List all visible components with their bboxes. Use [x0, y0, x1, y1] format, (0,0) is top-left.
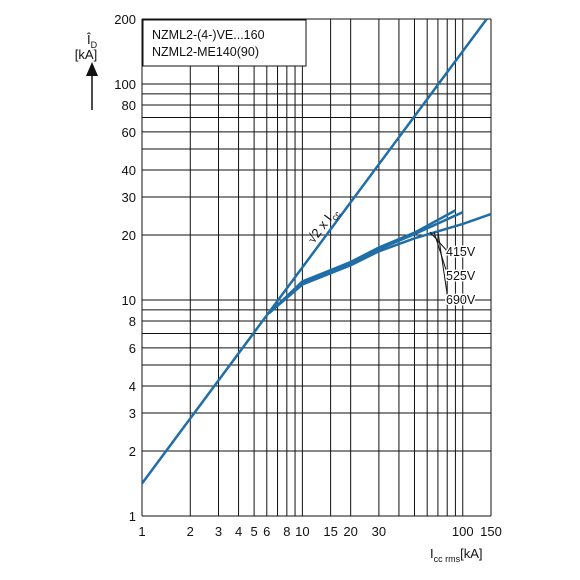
curve [268, 212, 492, 315]
y-tick-label: 4 [129, 379, 136, 394]
leader-line [437, 231, 449, 301]
y-tick-label: 3 [129, 406, 136, 421]
curve [140, 18, 488, 485]
info-text: NZML2-ME140(90) [152, 45, 259, 59]
curve-label: 690V [446, 293, 476, 307]
x-axis-label: Icc rms[kA] [430, 546, 483, 564]
y-tick-label: 20 [122, 228, 136, 243]
x-tick-label: 1 [138, 524, 145, 539]
y-tick-label: 2 [129, 444, 136, 459]
y-tick-label: 10 [122, 293, 136, 308]
x-label-sub: cc rms [434, 554, 461, 564]
x-tick-label: 150 [480, 524, 502, 539]
x-tick-label: 10 [295, 524, 309, 539]
x-tick-label: 2 [187, 524, 194, 539]
curve-label: 415V [446, 245, 476, 259]
y-tick-label: 60 [122, 125, 136, 140]
y-tick-label: 40 [122, 163, 136, 178]
x-tick-label: 3 [215, 524, 222, 539]
curve-label: √2 x Icc [304, 204, 343, 248]
info-text: NZML2-(4-)VE...160 [152, 28, 265, 42]
x-tick-label: 5 [250, 524, 257, 539]
y-tick-label: 100 [114, 77, 136, 92]
y-label-sub: D [91, 40, 98, 50]
x-tick-label: 6 [263, 524, 270, 539]
y-tick-label: 30 [122, 190, 136, 205]
y-axis-unit: [kA] [75, 47, 97, 62]
y-arrow-head [86, 62, 98, 76]
x-tick-label: 15 [323, 524, 337, 539]
x-tick-label: 4 [235, 524, 242, 539]
x-tick-label: 20 [343, 524, 357, 539]
x-label-main: I [430, 546, 434, 561]
y-tick-label: 6 [129, 341, 136, 356]
curve [268, 211, 464, 315]
y-tick-label: 80 [122, 98, 136, 113]
y-label-main: Î [86, 32, 91, 47]
curve-label: 525V [446, 269, 476, 283]
y-tick-label: 8 [129, 314, 136, 329]
y-axis-label: ÎD [86, 32, 98, 50]
x-label-unit: [kA] [460, 546, 482, 561]
y-tick-label: 1 [129, 509, 136, 524]
info-box [142, 19, 307, 67]
x-tick-label: 100 [452, 524, 474, 539]
x-tick-label: 8 [283, 524, 290, 539]
y-tick-label: 200 [114, 12, 136, 27]
x-tick-label: 30 [372, 524, 386, 539]
